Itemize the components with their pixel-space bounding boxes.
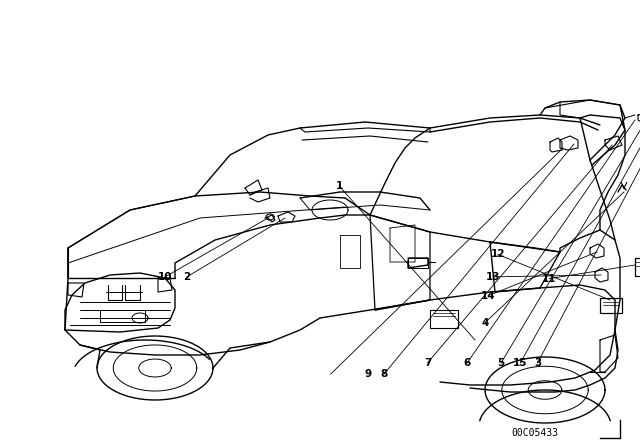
Bar <box>600 298 622 313</box>
Text: 13: 13 <box>486 272 500 282</box>
Text: 1: 1 <box>335 181 343 191</box>
Text: 2: 2 <box>183 272 191 282</box>
Text: 15: 15 <box>513 358 527 368</box>
Text: 3: 3 <box>534 358 541 368</box>
Text: 11: 11 <box>542 274 556 284</box>
Text: 6: 6 <box>463 358 471 368</box>
Bar <box>408 258 428 268</box>
Text: 7: 7 <box>424 358 431 368</box>
Text: 12: 12 <box>491 250 505 259</box>
Text: 8: 8 <box>380 369 388 379</box>
Text: 9: 9 <box>364 369 372 379</box>
Text: 10: 10 <box>158 272 172 282</box>
Text: 00C05433: 00C05433 <box>511 428 559 438</box>
Text: 4: 4 <box>481 318 489 327</box>
Text: 5: 5 <box>497 358 505 368</box>
Bar <box>430 310 458 328</box>
Bar <box>635 258 640 276</box>
Text: 14: 14 <box>481 291 495 301</box>
